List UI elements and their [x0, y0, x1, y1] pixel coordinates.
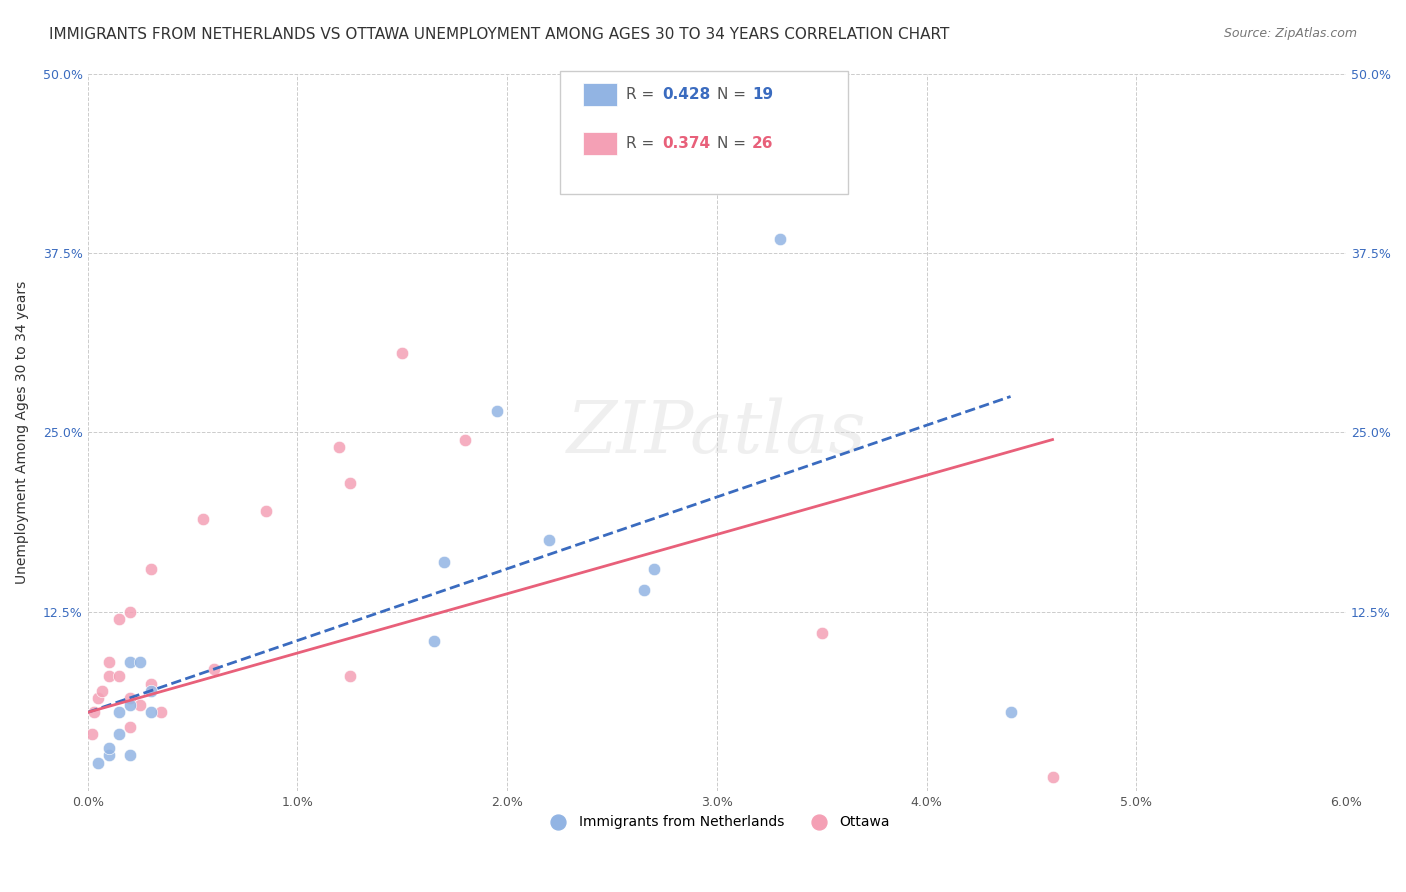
- Legend: Immigrants from Netherlands, Ottawa: Immigrants from Netherlands, Ottawa: [538, 809, 896, 835]
- Point: [118, 748, 141, 763]
- Point: [485, 404, 508, 418]
- Point: [139, 562, 162, 576]
- Point: [139, 683, 162, 698]
- Text: 0.428: 0.428: [662, 87, 710, 102]
- Y-axis label: Unemployment Among Ages 30 to 34 years: Unemployment Among Ages 30 to 34 years: [15, 281, 30, 584]
- Point: [454, 433, 477, 447]
- Point: [87, 756, 110, 770]
- Point: [139, 676, 162, 690]
- Point: [97, 669, 120, 683]
- Point: [91, 683, 114, 698]
- Point: [202, 662, 225, 676]
- Point: [328, 440, 350, 454]
- Point: [391, 346, 413, 360]
- Point: [339, 669, 361, 683]
- Point: [1042, 770, 1064, 784]
- Point: [811, 626, 834, 640]
- Text: 0.374: 0.374: [662, 136, 710, 151]
- Text: R =: R =: [626, 136, 659, 151]
- Point: [433, 555, 456, 569]
- Point: [83, 706, 105, 720]
- Text: Source: ZipAtlas.com: Source: ZipAtlas.com: [1223, 27, 1357, 40]
- Point: [129, 655, 152, 669]
- Point: [97, 655, 120, 669]
- Point: [150, 706, 173, 720]
- Point: [600, 138, 623, 153]
- Point: [97, 748, 120, 763]
- Point: [108, 706, 131, 720]
- Point: [118, 605, 141, 619]
- Text: 26: 26: [752, 136, 773, 151]
- Point: [118, 690, 141, 705]
- Point: [254, 504, 277, 518]
- Point: [339, 475, 361, 490]
- Point: [97, 741, 120, 756]
- Point: [129, 698, 152, 713]
- Point: [108, 727, 131, 741]
- Point: [80, 727, 103, 741]
- Text: ZIPatlas: ZIPatlas: [567, 397, 866, 467]
- Point: [643, 562, 665, 576]
- Point: [633, 583, 655, 598]
- Point: [108, 669, 131, 683]
- Point: [118, 655, 141, 669]
- Text: N =: N =: [717, 87, 751, 102]
- Point: [538, 533, 561, 547]
- Point: [108, 612, 131, 626]
- Point: [118, 720, 141, 734]
- Point: [191, 511, 214, 525]
- Point: [118, 698, 141, 713]
- Text: N =: N =: [717, 136, 751, 151]
- Point: [87, 690, 110, 705]
- Point: [139, 706, 162, 720]
- Text: R =: R =: [626, 87, 659, 102]
- Point: [423, 633, 446, 648]
- Text: 19: 19: [752, 87, 773, 102]
- Point: [769, 231, 792, 245]
- Point: [1000, 706, 1022, 720]
- Text: IMMIGRANTS FROM NETHERLANDS VS OTTAWA UNEMPLOYMENT AMONG AGES 30 TO 34 YEARS COR: IMMIGRANTS FROM NETHERLANDS VS OTTAWA UN…: [49, 27, 949, 42]
